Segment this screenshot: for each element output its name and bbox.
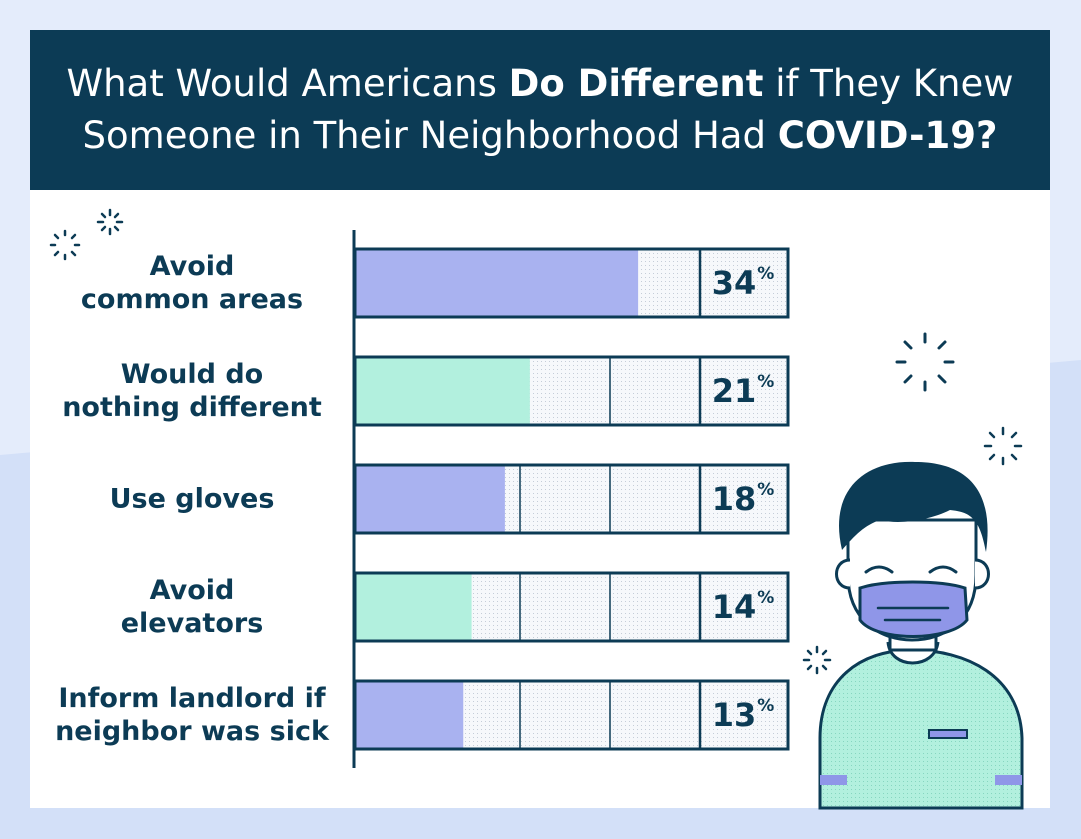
chart-title-line-1: What Would Americans Do Different if The… xyxy=(66,62,1014,105)
value-number: 21 xyxy=(711,372,757,410)
category-label: Avoid elevators xyxy=(30,574,354,640)
category-label: Would do nothing different xyxy=(30,358,354,424)
category-label-line: Avoid xyxy=(149,575,235,606)
value-number: 18 xyxy=(711,480,757,518)
category-labels: Avoid common areas Would do nothing differe… xyxy=(0,0,330,839)
value-label: 14% xyxy=(700,574,786,640)
value-unit: % xyxy=(757,696,775,716)
value-unit: % xyxy=(757,264,775,284)
bar-group xyxy=(353,355,790,427)
value-label: 34% xyxy=(700,250,786,316)
category-label-line: Inform landlord if xyxy=(58,683,326,714)
value-number: 34 xyxy=(711,264,757,302)
category-label-line: nothing different xyxy=(62,392,322,423)
shirt xyxy=(818,648,1024,810)
value-label: 21% xyxy=(700,358,786,424)
sparkle-icon xyxy=(96,208,124,236)
name-tag xyxy=(928,729,968,739)
sleeve-band-right xyxy=(995,775,1022,785)
category-label-line: Avoid xyxy=(149,251,235,282)
value-label: 18% xyxy=(700,466,786,532)
category-label: Use gloves xyxy=(30,483,354,516)
hair xyxy=(839,461,988,552)
ear-right xyxy=(974,558,990,590)
bar xyxy=(355,681,464,749)
eye-right xyxy=(928,565,958,574)
category-label-line: Would do xyxy=(120,359,264,390)
sleeve-band-left xyxy=(820,775,847,785)
ear-left xyxy=(835,558,851,590)
category-label: Avoid common areas xyxy=(30,250,354,316)
category-label-line: Use gloves xyxy=(109,483,275,515)
masked-person-illustration xyxy=(818,461,1024,810)
sparkle-icon xyxy=(895,332,955,392)
sparkle-icon xyxy=(49,229,81,261)
bar xyxy=(355,573,472,641)
category-label-line: elevators xyxy=(120,608,264,639)
value-label: 13% xyxy=(700,682,786,748)
chart-title-line-2: Someone in Their Neighborhood Had COVID-… xyxy=(82,114,998,157)
category-label-line: common areas xyxy=(80,284,304,315)
sparkle-icon xyxy=(802,645,832,675)
chart-header: What Would Americans Do Different if The… xyxy=(30,30,1050,190)
bar-group xyxy=(353,571,790,643)
bar-group xyxy=(353,463,790,535)
value-unit: % xyxy=(757,480,775,500)
bar xyxy=(355,249,639,317)
value-number: 14 xyxy=(711,588,757,626)
category-label-line: neighbor was sick xyxy=(55,716,329,747)
bar xyxy=(355,465,505,533)
bar xyxy=(355,357,530,425)
value-number: 13 xyxy=(711,696,757,734)
eye-left xyxy=(864,565,894,574)
category-label: Inform landlord if neighbor was sick xyxy=(30,682,354,748)
bar-group xyxy=(353,247,790,319)
mask xyxy=(858,580,969,638)
value-unit: % xyxy=(757,372,775,392)
sparkle-icon xyxy=(983,426,1023,466)
value-unit: % xyxy=(757,588,775,608)
